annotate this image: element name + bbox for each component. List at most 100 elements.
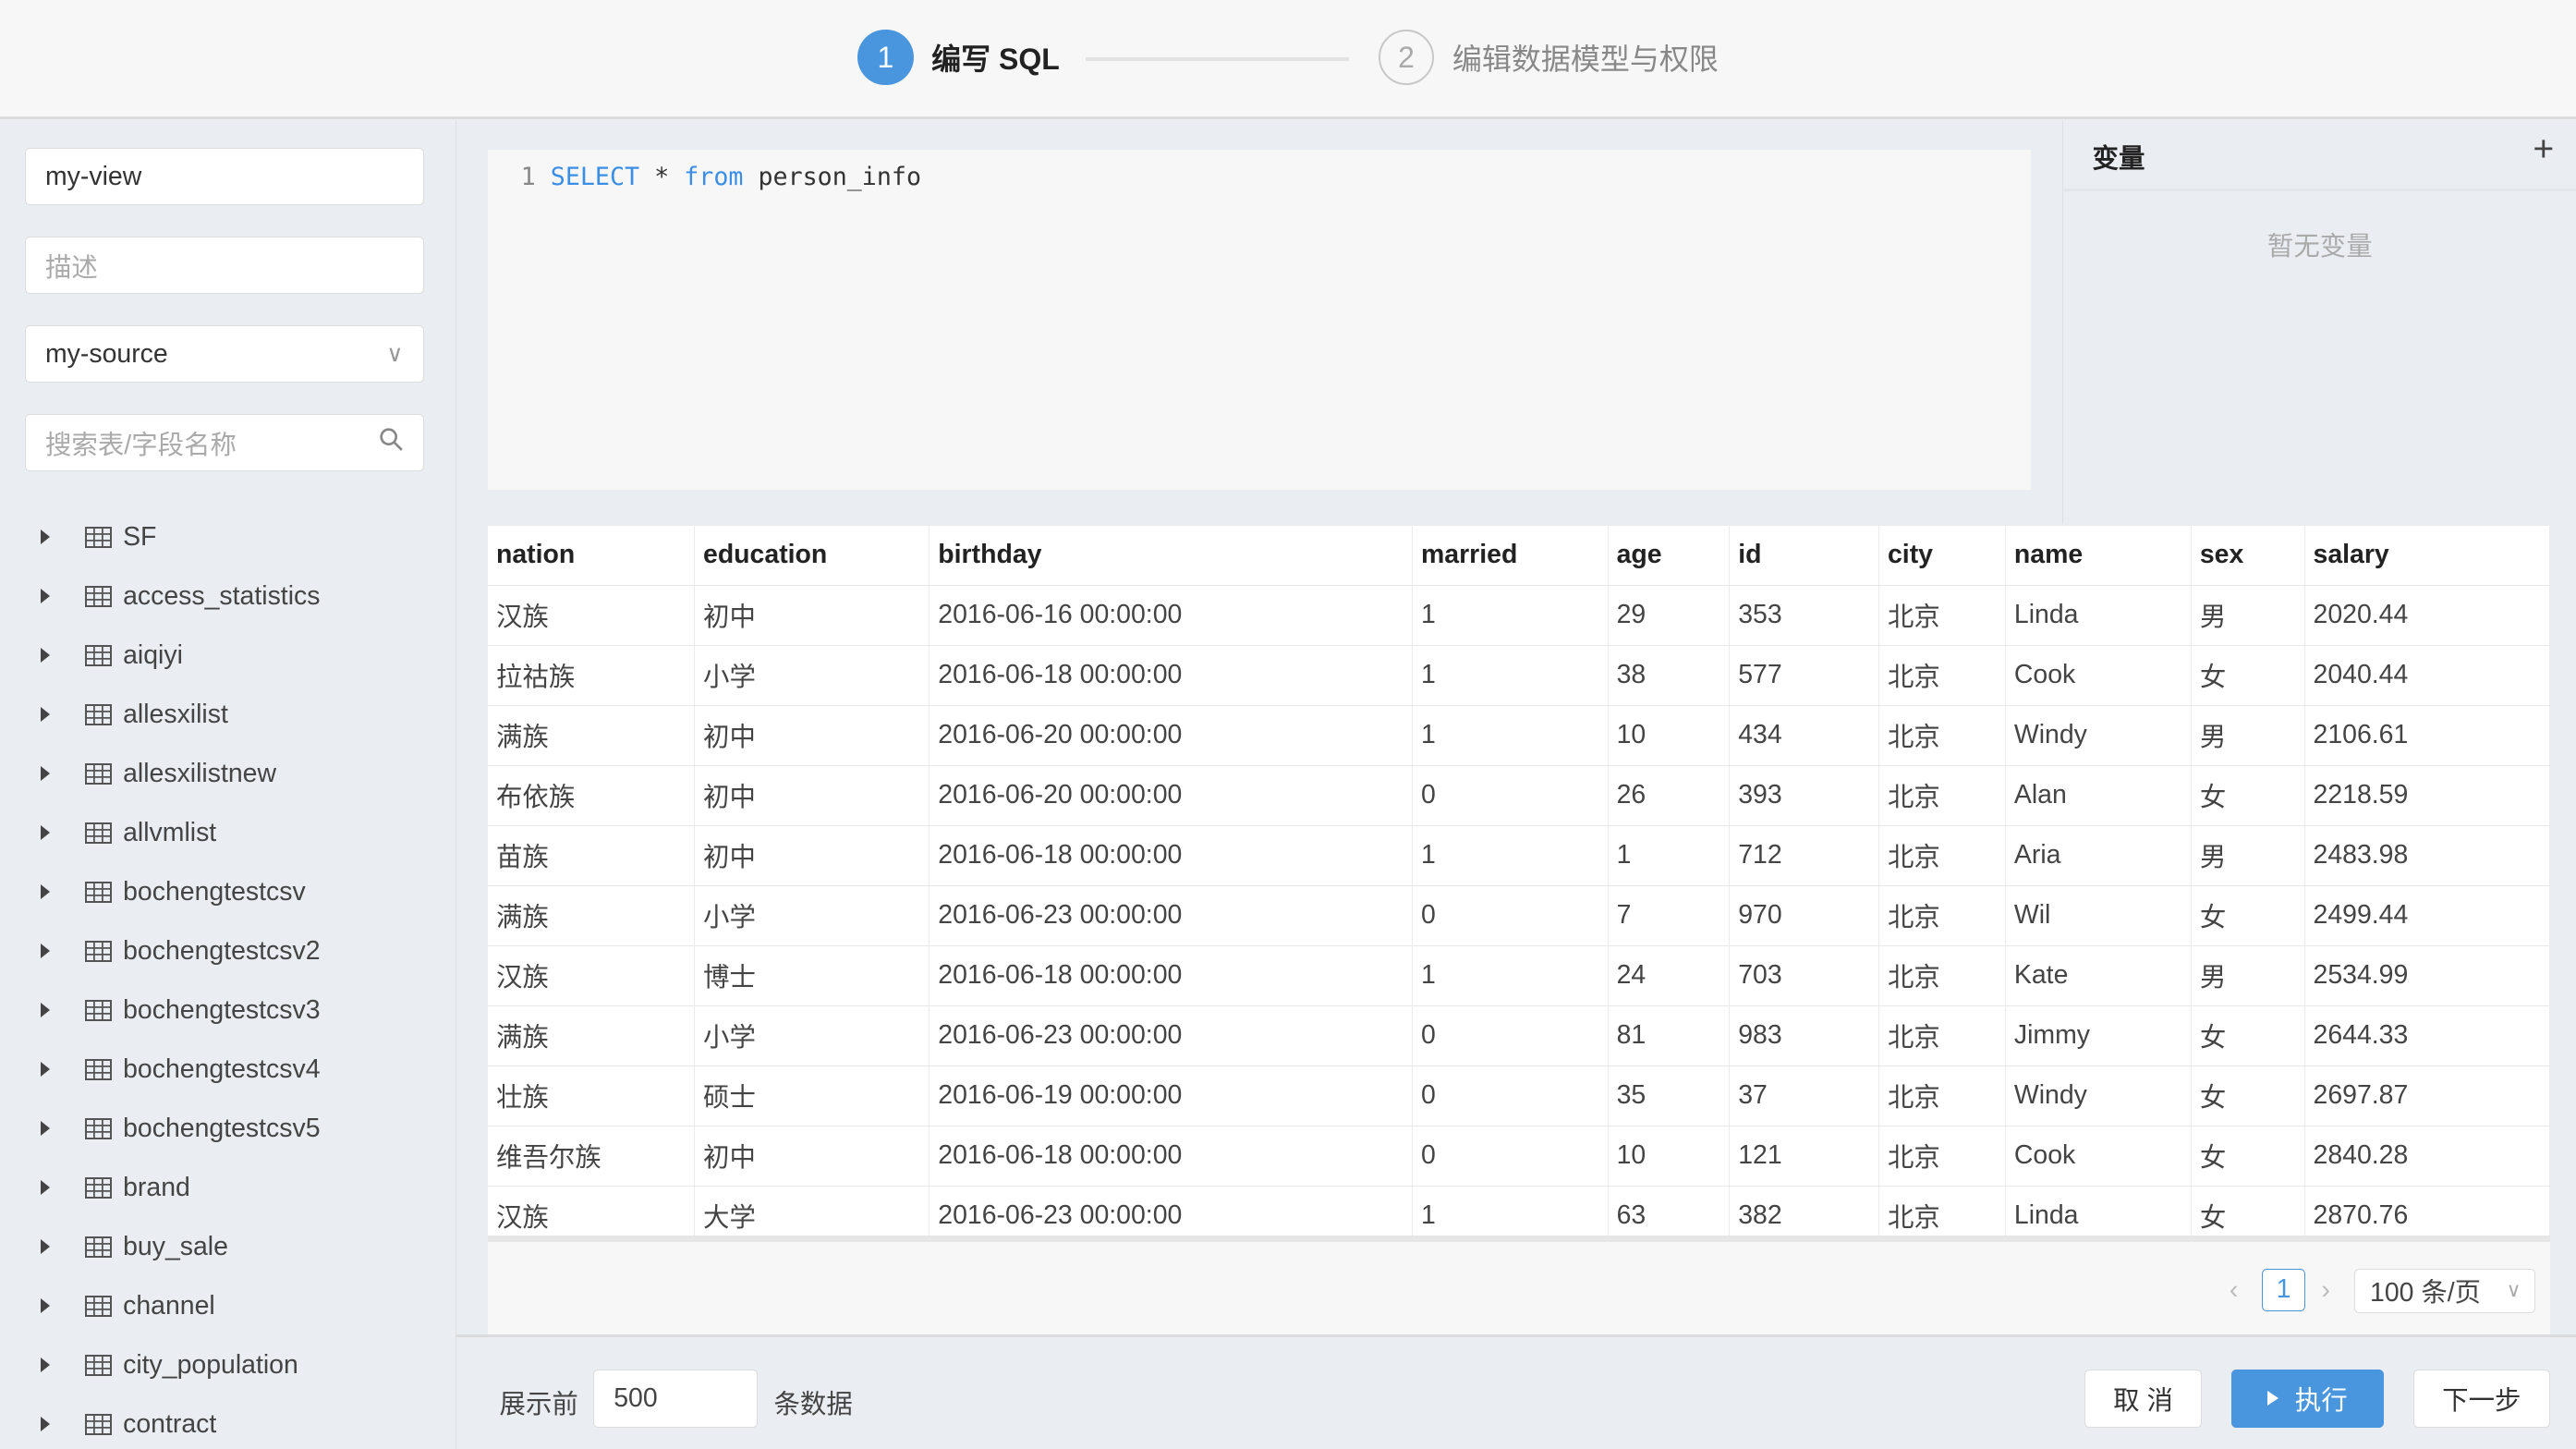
expand-caret-icon[interactable] xyxy=(41,884,50,900)
expand-caret-icon[interactable] xyxy=(41,589,50,604)
table-cell: 硕士 xyxy=(695,1065,930,1126)
table-row: 布依族 初中 2016-06-20 00:00:00 0 26 393 北京 Alan 女 221… xyxy=(488,765,2550,826)
table-cell: 353 xyxy=(1730,585,1880,645)
table-cell: 2016-06-18 00:00:00 xyxy=(930,1126,1414,1186)
table-tree-item[interactable]: buy_sale xyxy=(0,1217,456,1276)
expand-caret-icon[interactable] xyxy=(41,766,50,782)
column-header: city xyxy=(1879,525,2007,585)
expand-caret-icon[interactable] xyxy=(41,1180,50,1196)
page-size-select[interactable]: 100 条/页 ∨ xyxy=(2354,1268,2535,1313)
table-tree-item[interactable]: access_statistics xyxy=(0,566,456,626)
expand-caret-icon[interactable] xyxy=(41,1417,50,1432)
expand-caret-icon[interactable] xyxy=(41,1239,50,1255)
expand-caret-icon[interactable] xyxy=(41,1121,50,1137)
table-cell: 10 xyxy=(1609,1126,1731,1186)
expand-caret-icon[interactable] xyxy=(41,825,50,841)
table-tree-item[interactable]: allvmlist xyxy=(0,803,456,862)
table-tree-item[interactable]: bochengtestcsv5 xyxy=(0,1099,456,1158)
table-cell: 2016-06-20 00:00:00 xyxy=(930,705,1414,765)
table-cell: 博士 xyxy=(695,945,930,1005)
expand-caret-icon[interactable] xyxy=(41,1358,50,1373)
table-tree-item[interactable]: allesxilistnew xyxy=(0,744,456,803)
next-page-icon[interactable]: › xyxy=(2321,1274,2330,1305)
table-cell: 1 xyxy=(1413,645,1609,705)
prev-page-icon[interactable]: ‹ xyxy=(2229,1274,2239,1305)
table-name: bochengtestcsv4 xyxy=(123,1053,321,1084)
table-icon xyxy=(84,1236,112,1259)
table-tree-item[interactable]: bochengtestcsv2 xyxy=(0,921,456,980)
table-cell: Linda xyxy=(2006,585,2192,645)
table-tree-item[interactable]: allesxilist xyxy=(0,685,456,744)
table-cell: 2016-06-23 00:00:00 xyxy=(930,1186,1414,1246)
play-icon xyxy=(2267,1391,2278,1406)
table-cell: 1 xyxy=(1413,945,1609,1005)
expand-caret-icon[interactable] xyxy=(41,648,50,664)
table-cell: 北京 xyxy=(1879,705,2007,765)
expand-caret-icon[interactable] xyxy=(41,1062,50,1078)
table-cell: 小学 xyxy=(695,645,930,705)
table-cell: Wil xyxy=(2006,885,2192,945)
table-cell: 38 xyxy=(1609,645,1731,705)
table-row: 维吾尔族 初中 2016-06-18 00:00:00 0 10 121 北京 Cook 女 28… xyxy=(488,1126,2550,1187)
table-cell: 0 xyxy=(1413,885,1609,945)
expand-caret-icon[interactable] xyxy=(41,707,50,723)
table-cell: 1 xyxy=(1413,1186,1609,1246)
source-select[interactable]: my-source ∨ xyxy=(24,325,424,384)
add-variable-button[interactable]: + xyxy=(2533,129,2555,170)
table-cell: Kate xyxy=(2006,945,2192,1005)
sql-editor[interactable]: 1 SELECT * from person_info xyxy=(488,149,2031,490)
description-input[interactable]: 描述 xyxy=(24,237,424,295)
table-cell: Aria xyxy=(2006,825,2192,885)
expand-caret-icon[interactable] xyxy=(41,944,50,959)
table-cell: 382 xyxy=(1730,1186,1880,1246)
table-icon xyxy=(84,703,112,726)
table-tree-item[interactable]: bochengtestcsv3 xyxy=(0,980,456,1040)
table-tree-item[interactable]: brand xyxy=(0,1158,456,1217)
table-tree-item[interactable]: aiqiyi xyxy=(0,626,456,685)
table-cell: 女 xyxy=(2192,1005,2305,1065)
column-header: birthday xyxy=(930,525,1414,585)
next-step-button[interactable]: 下一步 xyxy=(2413,1370,2550,1428)
expand-caret-icon[interactable] xyxy=(41,530,50,545)
table-cell: 北京 xyxy=(1879,945,2007,1005)
table-cell: 初中 xyxy=(695,825,930,885)
table-name: contract xyxy=(123,1408,217,1439)
page-1-button[interactable]: 1 xyxy=(2262,1268,2305,1311)
table-icon xyxy=(84,1176,112,1199)
table-tree-item[interactable]: bochengtestcsv4 xyxy=(0,1040,456,1099)
table-cell: 女 xyxy=(2192,765,2305,825)
table-tree-item[interactable]: SF xyxy=(0,507,456,566)
view-name-input[interactable]: my-view xyxy=(24,148,424,206)
cancel-button[interactable]: 取 消 xyxy=(2084,1370,2202,1428)
table-cell: 1 xyxy=(1609,825,1731,885)
table-icon xyxy=(84,1117,112,1140)
table-name: channel xyxy=(123,1290,215,1321)
footer-bar: 展示前 500 条数据 取 消 执行 下一步 xyxy=(455,1333,2576,1449)
table-search-input[interactable]: 搜索表/字段名称 xyxy=(24,414,424,472)
table-name: city_population xyxy=(123,1349,298,1380)
table-cell: 小学 xyxy=(695,885,930,945)
row-limit-input[interactable]: 500 xyxy=(592,1370,758,1428)
table-cell: 24 xyxy=(1609,945,1731,1005)
table-tree-item[interactable]: channel xyxy=(0,1276,456,1335)
table-cell: 壮族 xyxy=(488,1065,696,1126)
table-tree-item[interactable]: city_population xyxy=(0,1335,456,1394)
table-name: bochengtestcsv5 xyxy=(123,1113,321,1143)
table-cell: 女 xyxy=(2192,645,2305,705)
table-name: allesxilistnew xyxy=(123,758,277,788)
table-cell: 女 xyxy=(2192,1065,2305,1126)
expand-caret-icon[interactable] xyxy=(41,1298,50,1314)
table-cell: 男 xyxy=(2192,585,2305,645)
table-tree-item[interactable]: bochengtestcsv xyxy=(0,862,456,921)
table-cell: 2870.76 xyxy=(2305,1186,2550,1246)
table-icon xyxy=(84,881,112,904)
table-cell: 35 xyxy=(1609,1065,1731,1126)
table-cell: 小学 xyxy=(695,1005,930,1065)
table-cell: 2016-06-20 00:00:00 xyxy=(930,765,1414,825)
table-tree-item[interactable]: contract xyxy=(0,1394,456,1449)
table-cell: 2840.28 xyxy=(2305,1126,2550,1186)
table-cell: 983 xyxy=(1730,1005,1880,1065)
expand-caret-icon[interactable] xyxy=(41,1003,50,1018)
table-icon xyxy=(84,585,112,608)
run-button[interactable]: 执行 xyxy=(2230,1370,2385,1428)
